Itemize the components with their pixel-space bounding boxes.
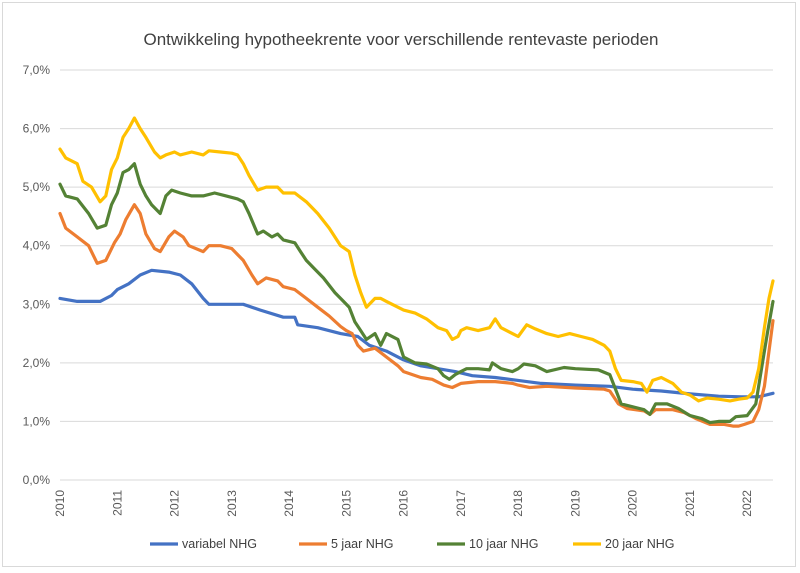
y-axis-tick-labels: 0,0% 1,0% 2,0% 3,0% 4,0% 5,0% 6,0% 7,0% — [23, 63, 51, 487]
series-line — [58, 268, 775, 399]
gridlines — [60, 69, 773, 481]
legend-label: 20 jaar NHG — [605, 537, 674, 551]
x-tick-label: 2022 — [740, 490, 754, 517]
x-tick-label: 2014 — [282, 490, 296, 517]
chart-title: Ontwikkeling hypotheekrente voor verschi… — [143, 30, 658, 49]
series-line — [58, 203, 775, 428]
x-tick-label: 2011 — [110, 490, 124, 516]
x-tick-label: 2016 — [397, 490, 411, 517]
legend-label: variabel NHG — [182, 537, 257, 551]
legend: variabel NHG 5 jaar NHG 10 jaar NHG 20 jaar… — [150, 537, 674, 551]
x-tick-label: 2017 — [454, 490, 468, 517]
x-axis-tick-labels: 2010 2011 2012 2013 2014 2015 2016 2017 2018 2019… — [53, 490, 754, 517]
chart-frame: Ontwikkeling hypotheekrente voor verschi… — [2, 2, 796, 567]
y-tick-label: 7,0% — [23, 63, 51, 77]
line-chart: Ontwikkeling hypotheekrente voor verschi… — [23, 30, 775, 551]
x-tick-label: 2021 — [683, 490, 697, 517]
x-tick-label: 2019 — [568, 490, 582, 517]
legend-label: 10 jaar NHG — [469, 537, 538, 551]
legend-label: 5 jaar NHG — [331, 537, 394, 551]
y-tick-label: 1,0% — [23, 414, 51, 428]
x-tick-label: 2020 — [626, 490, 640, 517]
series-lines — [58, 116, 775, 428]
y-tick-label: 6,0% — [23, 122, 51, 136]
y-tick-label: 5,0% — [23, 180, 51, 194]
series-line — [58, 116, 775, 403]
y-tick-label: 0,0% — [23, 473, 51, 487]
x-tick-label: 2012 — [168, 490, 182, 517]
series-line — [58, 162, 775, 425]
y-tick-label: 4,0% — [23, 239, 51, 253]
x-tick-label: 2015 — [339, 490, 353, 517]
x-tick-label: 2010 — [53, 490, 67, 517]
y-tick-label: 3,0% — [23, 297, 51, 311]
x-tick-label: 2018 — [511, 490, 525, 517]
y-tick-label: 2,0% — [23, 356, 51, 370]
x-tick-label: 2013 — [225, 490, 239, 517]
